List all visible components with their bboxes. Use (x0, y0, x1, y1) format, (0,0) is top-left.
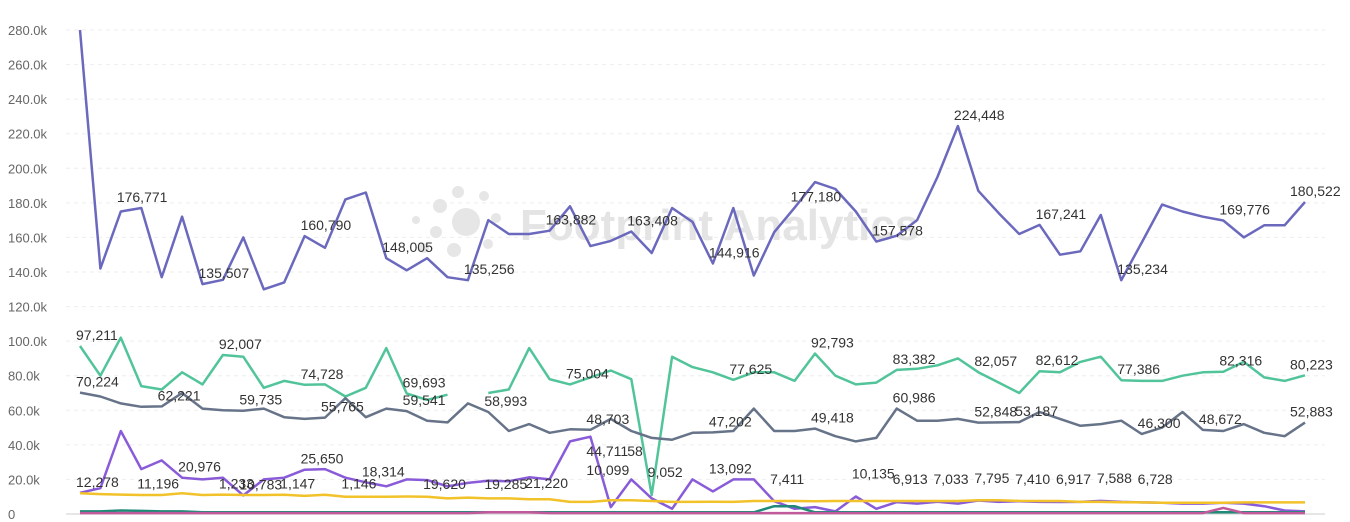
data-label: 7,795 (974, 470, 1009, 486)
data-label: 7,588 (1097, 470, 1132, 486)
data-label: 77,386 (1117, 361, 1160, 377)
data-label: 10,783 (239, 476, 282, 492)
y-tick-label: 280.0k (8, 23, 48, 38)
data-label: 92,793 (811, 335, 854, 351)
data-label: 7,033 (934, 471, 969, 487)
data-label: 83,382 (893, 351, 936, 367)
data-label: 69,693 (403, 375, 446, 391)
series-line-5[interactable] (80, 504, 1305, 514)
data-label: 7,410 (1015, 471, 1050, 487)
data-label: 148,005 (382, 239, 433, 255)
data-label: 49,418 (811, 410, 854, 426)
series-lines (78, 29, 1306, 515)
y-tick-label: 100.0k (8, 334, 48, 349)
data-label: 144,916 (709, 245, 760, 261)
y-tick-label: 180.0k (8, 196, 48, 211)
data-label: 176,771 (117, 189, 168, 205)
data-label: 55,765 (321, 399, 364, 415)
data-label: 6,913 (893, 471, 928, 487)
data-label: 163,408 (627, 213, 678, 229)
y-tick-label: 220.0k (8, 127, 48, 142)
data-label: 11,196 (137, 476, 179, 492)
y-tick-label: 120.0k (8, 300, 48, 315)
data-label: 77,625 (729, 361, 772, 377)
data-label: 58,993 (484, 393, 527, 409)
series-line-0[interactable] (78, 29, 1306, 291)
data-label: 18,314 (362, 463, 405, 479)
data-label: 135,256 (464, 261, 515, 277)
y-tick-label: 40.0k (8, 438, 40, 453)
data-label: 169,776 (1219, 202, 1270, 218)
data-label: 180,522 (1290, 183, 1341, 199)
data-label: 53,187 (1015, 403, 1058, 419)
data-label: 62,221 (158, 387, 201, 403)
data-label: 167,241 (1036, 206, 1087, 222)
data-label: 163,882 (546, 212, 597, 228)
data-label: 177,180 (791, 189, 842, 205)
y-tick-label: 140.0k (8, 265, 48, 280)
data-label: 25,650 (301, 451, 344, 467)
data-label: 82,316 (1219, 353, 1262, 369)
data-label: 7,411 (770, 471, 804, 487)
data-label: 60,986 (893, 390, 936, 406)
y-tick-label: 160.0k (8, 230, 48, 245)
data-label: 157,578 (872, 223, 923, 239)
data-label: 52,848 (974, 404, 1017, 420)
data-label: 160,790 (301, 217, 352, 233)
series-line-1[interactable] (78, 336, 1306, 497)
y-tick-label: 80.0k (8, 369, 40, 384)
data-label: 1,233 (219, 476, 254, 492)
y-tick-label: 200.0k (8, 161, 48, 176)
data-label: 224,448 (954, 107, 1005, 123)
data-label: 70,224 (76, 374, 119, 390)
data-label: 44,711 (586, 443, 628, 459)
data-label: 21,220 (525, 475, 568, 491)
data-label: 19,620 (423, 476, 466, 492)
data-label: 97,211 (76, 327, 118, 343)
data-label: 6,728 (1138, 471, 1173, 487)
y-tick-label: 260.0k (8, 58, 48, 73)
data-label: 19,285 (484, 476, 527, 492)
y-tick-label: 0 (8, 507, 15, 522)
data-label: 75,004 (566, 365, 609, 381)
data-label: 48,672 (1199, 411, 1242, 427)
data-label: 82,612 (1036, 352, 1079, 368)
data-label: 9,052 (648, 464, 683, 480)
data-label: 59,735 (239, 392, 282, 408)
data-label: 52,883 (1290, 404, 1333, 420)
data-label: 47,202 (709, 413, 752, 429)
data-label: 92,007 (219, 336, 262, 352)
y-tick-label: 20.0k (8, 472, 40, 487)
data-label: 82,057 (974, 353, 1017, 369)
data-label: 46,300 (1138, 415, 1181, 431)
data-label: 135,507 (199, 265, 250, 281)
data-label: 59,541 (403, 392, 446, 408)
y-tick-label: 240.0k (8, 92, 48, 107)
data-label: 12,278 (76, 474, 119, 490)
data-label: 58 (627, 443, 643, 459)
data-label: 6,917 (1056, 471, 1091, 487)
data-label: 135,234 (1117, 261, 1168, 277)
series-line-6[interactable] (80, 506, 1305, 515)
y-axis: 280.0k 260.0k 240.0k 220.0k 200.0k 180.0k 160.… (8, 23, 48, 522)
data-label: 13,092 (709, 460, 752, 476)
series-line-2[interactable] (79, 391, 1306, 443)
data-label: 1,147 (280, 476, 315, 492)
data-label: 48,703 (586, 411, 629, 427)
data-label: 74,728 (301, 366, 344, 382)
data-labels: 176,771 135,507 160,790 148,005 135,256 163,8… (76, 107, 1341, 492)
y-tick-label: 60.0k (8, 403, 40, 418)
data-label: 80,223 (1290, 356, 1333, 372)
data-label: 10,099 (586, 462, 629, 478)
series-line-4[interactable] (79, 492, 1305, 505)
data-label: 10,135 (852, 466, 895, 482)
data-label: 20,976 (178, 459, 221, 475)
data-label: 1,146 (341, 476, 376, 492)
watermark-logo-icon (412, 186, 501, 257)
